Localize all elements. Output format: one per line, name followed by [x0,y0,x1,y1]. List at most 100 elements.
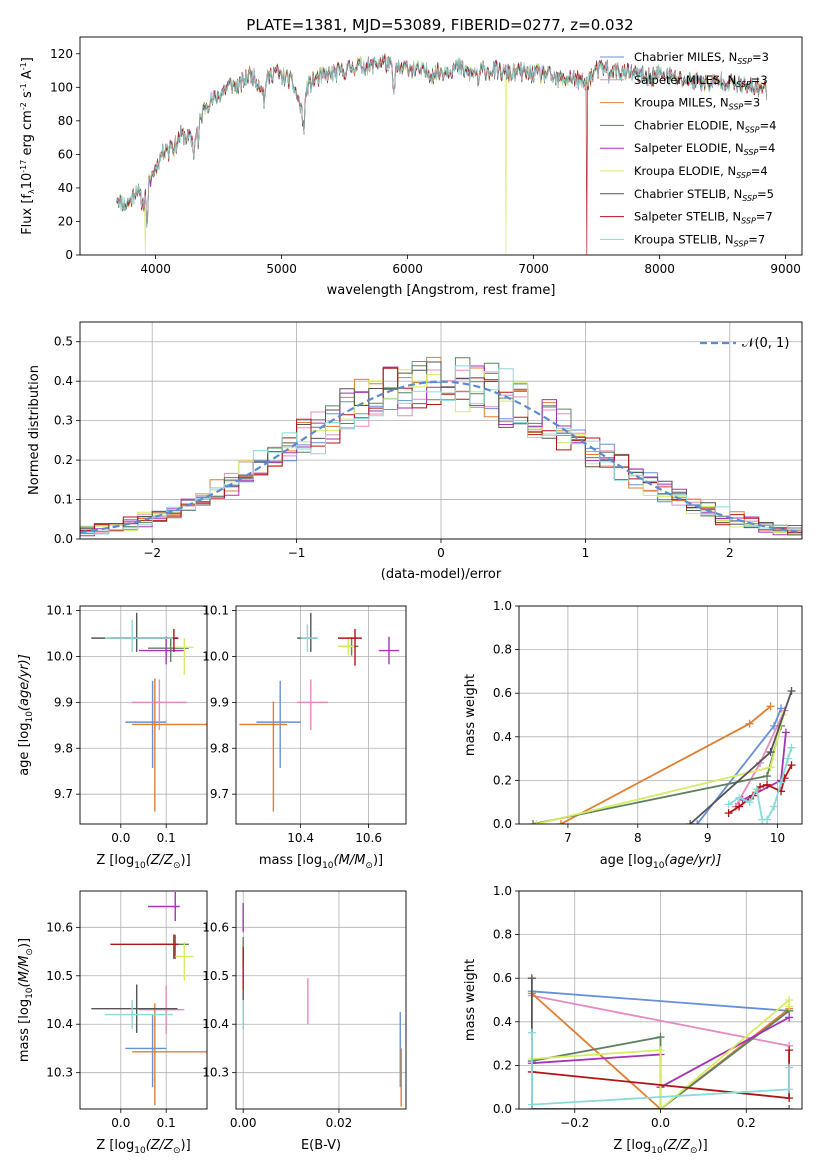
x-tick-label: 4000 [140,262,171,276]
weight-marker [527,974,536,983]
weight-marker [527,1028,536,1037]
errorbar-kroupa-stelib [104,1000,173,1030]
panel-z_weight: −0.2 0.0 0.2 0.0 0.2 0.4 0.6 0.8 1.0 Z [log10(Z/Z… [463,884,803,1156]
y-tick-label: 10.5 [202,969,229,983]
errorbar-salpeter-elodie [378,636,400,665]
x-tick-label: 0.0 [111,1116,130,1130]
weight-marker [556,820,565,824]
errorbar-salpeter-miles [132,679,187,730]
y-tick-label: 0.0 [493,817,512,831]
panel-z_mass: 0.0 0.1 10.3 10.4 10.5 10.6 Z [log10(Z/Z⊙)] mas… [17,890,208,1156]
plot-area [242,903,402,1107]
figure-title: PLATE=1381, MJD=53089, FIBERID=0277, z=0… [246,16,633,34]
errorbar-salpeter-elodie [148,891,180,922]
y-tick-label: 10.6 [202,920,229,934]
y-tick-label: 1.0 [493,599,512,613]
weight-marker [763,772,772,781]
x-tick-label: 8 [634,831,642,845]
y-tick-label: 10.1 [202,604,229,618]
y-tick-label: 20 [58,214,73,228]
x-axis-label: (data-model)/error [381,567,502,582]
panel-ebv_mass: 0.00 0.02 10.3 10.4 10.5 10.6 E(B-V) [202,890,407,1153]
legend-label-kroupa-miles: Kroupa MILES, NSSP=3 [634,96,760,112]
weight-marker [752,785,761,794]
plot-area [80,356,802,539]
weight-marker [785,1002,794,1011]
errorbar-kroupa-miles [132,1003,207,1106]
y-tick-label: 100 [50,80,73,94]
errorbar-kroupa-stelib [300,624,318,652]
y-tick-label: 0.8 [493,643,512,657]
legend-label-salpeter-miles: Salpeter MILES, NSSP=3 [634,73,768,89]
x-tick-label: 0.2 [737,1116,756,1130]
y-tick-label: 9.8 [54,741,73,755]
weight-marker [532,820,541,824]
weight-marker [745,798,754,807]
gaussian-curve [80,380,802,534]
weight-marker [686,820,695,824]
weight-marker [656,1033,665,1042]
plot-area [91,612,207,812]
x-tick-label: 9000 [770,262,801,276]
x-tick-label: 10.4 [287,831,314,845]
legend-label-salpeter-elodie: Salpeter ELODIE, NSSP=4 [634,141,775,157]
weight-marker [745,719,754,728]
y-tick-label: 0.6 [493,686,512,700]
y-tick-label: 0.4 [493,730,512,744]
panel-age_weight: 7 8 9 10 0.0 0.2 0.4 0.6 0.8 1.0 age [log10(age/yr… [463,599,803,871]
weight-marker [724,809,733,818]
histogram-kroupa-stelib [80,365,802,539]
x-tick-label: 0.1 [157,831,176,845]
y-tick-label: 9.9 [210,695,229,709]
x-tick-label: 6000 [392,262,423,276]
y-axis-label: mass weight [463,959,478,1041]
panel-z_age: 0.0 0.1 9.7 9.8 9.9 10.0 10.1 Z [log10(Z/Z⊙)] ag… [17,604,208,871]
weight-marker [735,793,744,802]
errorbar-chabrier-miles [125,1014,167,1088]
legend-label-salpeter-stelib: Salpeter STELIB, NSSP=7 [634,210,773,226]
errorbar-kroupa-elodie [338,637,355,656]
legend-label-chabrier-elodie: Chabrier ELODIE, NSSP=4 [634,118,776,134]
y-tick-label: 9.7 [54,787,73,801]
x-tick-label: 0.0 [111,831,130,845]
plot-area [527,974,794,1109]
plot-area [528,687,796,824]
x-axis-label: Z [log10(Z/Z⊙)] [613,1138,707,1156]
axes-frame [79,890,208,1110]
weight-marker [785,1105,794,1109]
x-tick-label: 7 [564,831,572,845]
y-tick-label: 9.7 [210,787,229,801]
weight-marker [787,761,796,770]
legend-label-chabrier-miles: Chabrier MILES, NSSP=3 [634,50,769,66]
errorbar-kroupa-miles [239,701,287,812]
y-tick-label: 0.3 [54,414,73,428]
weight-marker [785,1085,794,1094]
weight-line [531,978,790,1109]
axes-frame [518,605,803,825]
y-axis-label: Normed distribution [27,365,42,495]
errorbar-kroupa-elodie [175,941,194,981]
x-tick-label: 0.1 [157,1116,176,1130]
axes-frame [235,605,407,825]
weight-marker [785,1013,794,1022]
panel-mass_age: 10.4 10.6 9.7 9.8 9.9 10.0 10.1 mass [log10(M/M… [202,604,407,871]
weight-marker [766,702,775,711]
plot-area [116,53,768,255]
errorbar-kroupa-elodie [175,638,194,675]
axes-frame [235,890,407,1110]
legend-label-gaussian: 𝒩(0, 1) [742,336,789,351]
x-tick-label: 10.6 [355,831,382,845]
plot-area [239,612,400,812]
weight-marker [785,1046,794,1055]
y-axis-label: Flux [fλ10-17 erg cm-2 s-1 A-1] [19,57,36,235]
weight-series-kroupa-stelib [724,743,796,824]
weight-series-chabrier-stelib [686,687,796,824]
errorbar-salpeter-elodie [138,636,185,665]
x-axis-label: mass [log10(M/M⊙)] [259,853,383,871]
errorbar-salpeter-miles [138,985,185,1034]
weight-line [531,990,790,1012]
weight-series-kroupa-stelib [527,1028,794,1109]
weight-marker [785,1094,794,1103]
y-tick-label: 10.6 [46,920,73,934]
x-tick-label: 0 [437,546,445,560]
